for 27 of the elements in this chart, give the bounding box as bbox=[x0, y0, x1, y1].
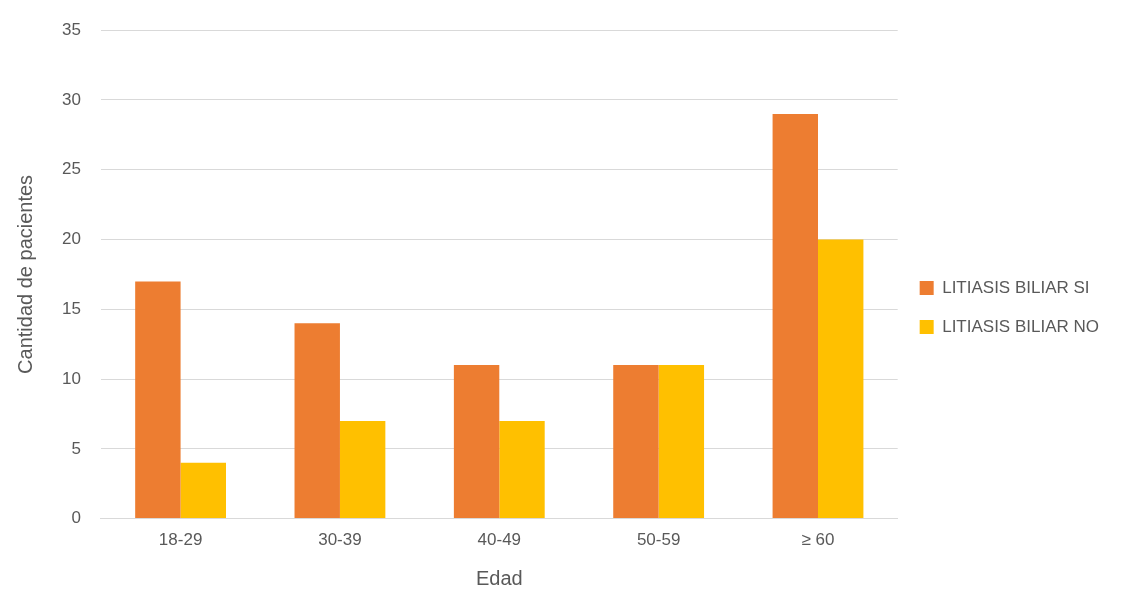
bar bbox=[818, 239, 864, 519]
legend-label: LITIASIS BILIAR NO bbox=[942, 316, 1099, 336]
bar bbox=[135, 281, 181, 519]
y-tick-label: 30 bbox=[61, 89, 81, 109]
y-tick-label: 10 bbox=[61, 368, 81, 388]
x-tick-label: ≥ 60 bbox=[801, 530, 835, 550]
bar bbox=[499, 420, 545, 519]
bar bbox=[772, 113, 818, 519]
x-tick-label: 50-59 bbox=[636, 530, 681, 550]
y-tick-label: 35 bbox=[61, 19, 81, 39]
bar bbox=[658, 365, 705, 519]
y-tick-label: 0 bbox=[71, 508, 81, 528]
y-tick-label: 20 bbox=[61, 229, 81, 249]
x-axis-title: Edad bbox=[475, 566, 523, 589]
x-tick-label: 40-49 bbox=[477, 530, 522, 550]
bar bbox=[294, 323, 340, 519]
y-tick-label: 15 bbox=[61, 298, 81, 318]
bar bbox=[339, 420, 386, 519]
y-tick-label: 5 bbox=[71, 438, 81, 458]
y-tick-label: 25 bbox=[61, 159, 81, 179]
legend-label: LITIASIS BILIAR SI bbox=[942, 277, 1090, 297]
x-tick-label: 18-29 bbox=[158, 530, 203, 550]
y-axis-title: Cantidad de pacientes bbox=[13, 174, 36, 374]
bar bbox=[180, 462, 226, 519]
bar bbox=[613, 365, 659, 519]
bar bbox=[453, 365, 500, 519]
x-tick-label: 30-39 bbox=[318, 530, 362, 550]
